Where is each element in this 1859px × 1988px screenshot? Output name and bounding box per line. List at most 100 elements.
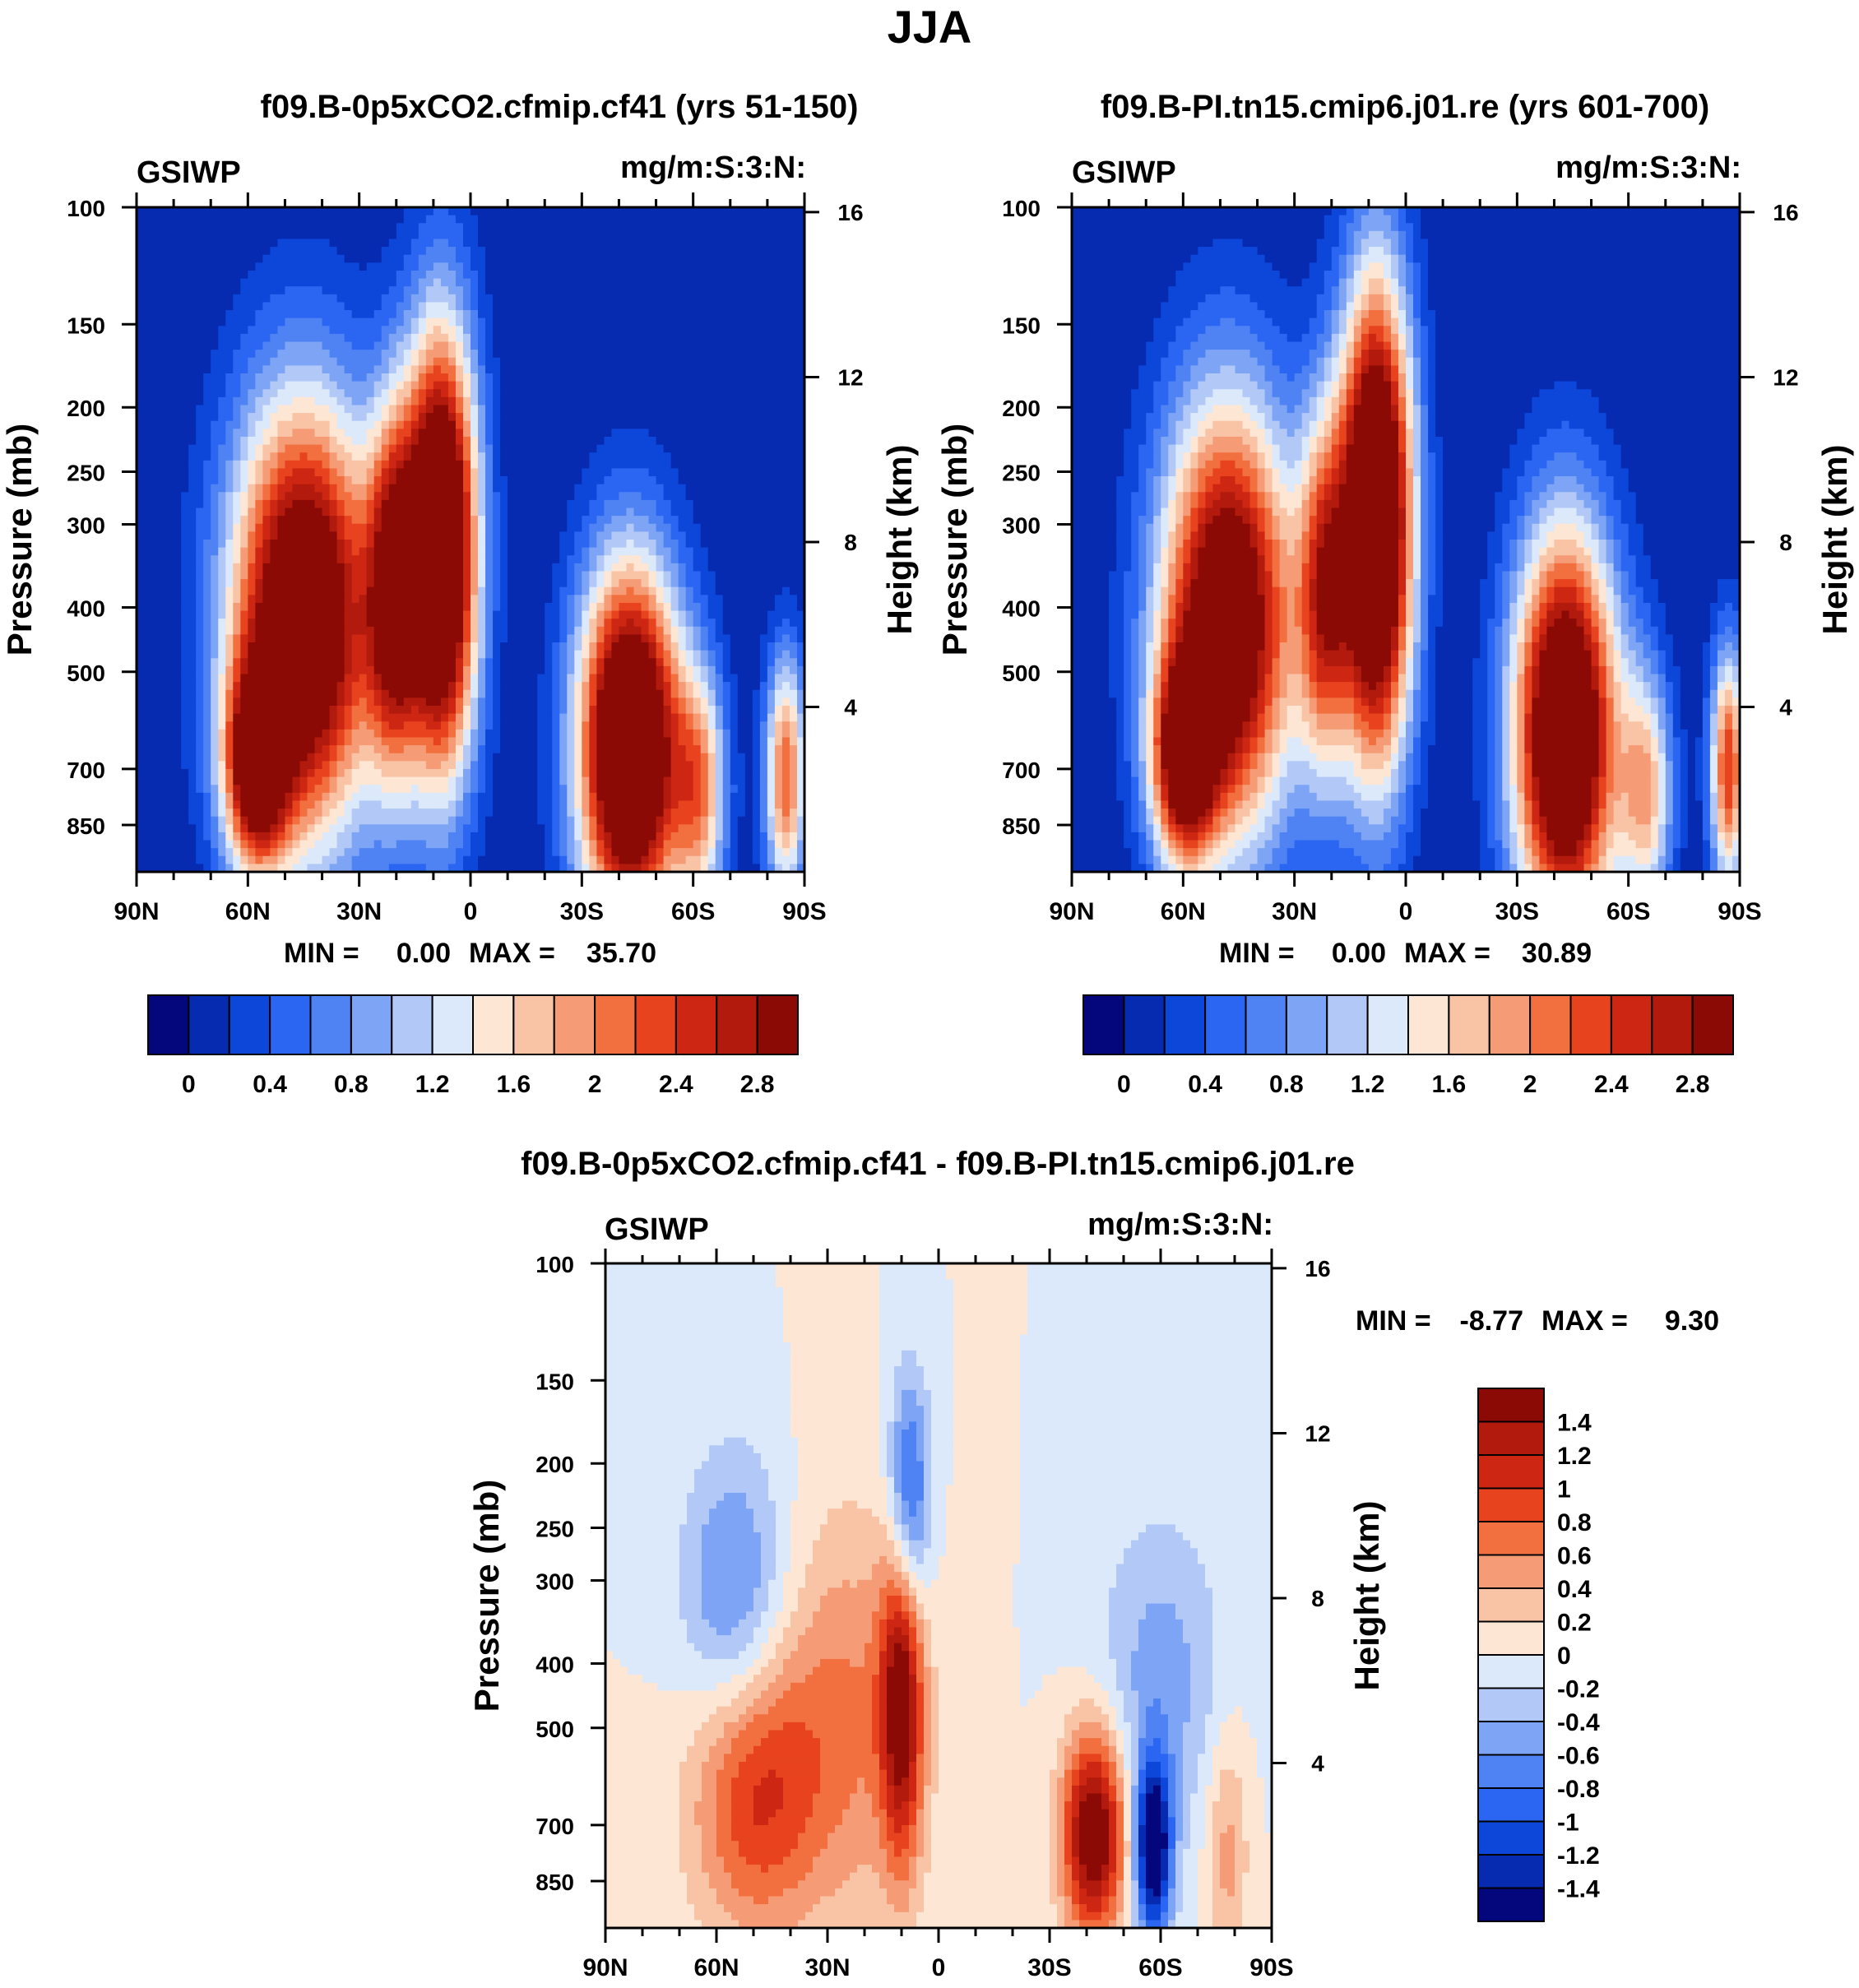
field-cell (211, 429, 219, 438)
field-cell (322, 634, 331, 643)
field-cell (314, 619, 323, 628)
field-cell (410, 452, 420, 461)
field-cell (307, 492, 316, 501)
field-cell (508, 223, 516, 232)
field-cell (752, 484, 761, 493)
field-cell (418, 230, 427, 240)
field-cell (663, 326, 672, 335)
field-cell (522, 350, 531, 359)
field-cell (781, 365, 790, 374)
field-cell (248, 595, 256, 604)
field-cell (471, 247, 479, 256)
field-cell (403, 413, 412, 422)
field-cell (515, 555, 523, 564)
field-cell (522, 341, 531, 350)
field-cell (567, 595, 575, 604)
field-cell (351, 429, 360, 438)
field-cell (314, 381, 323, 390)
field-cell (203, 270, 211, 280)
field-cell (366, 586, 375, 595)
field-cell (329, 333, 338, 343)
field-cell (433, 444, 442, 453)
field-cell (774, 294, 783, 304)
field-cell (440, 531, 449, 540)
field-cell (440, 586, 449, 595)
field-cell (440, 547, 449, 556)
field-cell (240, 230, 248, 240)
field-cell (648, 540, 657, 549)
field-cell (663, 429, 672, 438)
field-cell (774, 333, 783, 343)
field-cell (663, 405, 672, 414)
field-cell (574, 239, 582, 248)
field-cell (396, 516, 405, 525)
field-cell (455, 341, 464, 350)
field-cell (552, 239, 560, 248)
field-cell (648, 571, 657, 580)
field-cell (693, 396, 702, 406)
field-cell (767, 254, 776, 263)
field-cell (211, 420, 219, 429)
field-cell (203, 595, 211, 604)
field-cell (351, 278, 360, 287)
field-cell (730, 207, 739, 216)
field-cell (656, 286, 665, 295)
field-cell (137, 602, 145, 612)
field-cell (537, 468, 545, 477)
field-cell (715, 333, 724, 343)
field-cell (181, 396, 189, 406)
field-cell (285, 468, 294, 477)
field-cell (403, 579, 412, 588)
field-cell (225, 286, 234, 295)
field-cell (774, 626, 783, 636)
field-cell (270, 586, 279, 595)
field-cell (203, 460, 211, 470)
field-cell (641, 350, 650, 359)
field-cell (596, 429, 605, 438)
field-cell (211, 523, 219, 532)
field-cell (596, 516, 605, 525)
field-cell (373, 230, 382, 240)
field-cell (685, 571, 694, 580)
field-cell (781, 610, 790, 619)
field-cell (381, 484, 390, 493)
field-cell (440, 262, 449, 271)
field-cell (485, 420, 494, 429)
field-cell (137, 540, 145, 549)
field-cell (641, 436, 650, 446)
field-cell (500, 389, 508, 398)
field-cell (678, 317, 687, 327)
field-cell (381, 547, 390, 556)
field-cell (159, 610, 167, 619)
field-cell (537, 547, 545, 556)
field-cell (582, 326, 590, 335)
field-cell (292, 452, 301, 461)
field-cell (455, 563, 464, 572)
field-cell (373, 619, 382, 628)
field-cell (530, 270, 538, 280)
field-cell (196, 626, 204, 636)
field-cell (196, 413, 204, 422)
field-cell (789, 381, 798, 390)
field-cell (211, 436, 219, 446)
field-cell (752, 230, 761, 240)
field-cell (359, 413, 368, 422)
field-cell (433, 230, 442, 240)
field-cell (789, 317, 798, 327)
field-cell (670, 341, 679, 350)
field-cell (137, 389, 145, 398)
field-cell (596, 239, 605, 248)
field-cell (693, 413, 702, 422)
field-cell (737, 444, 746, 453)
field-cell (211, 468, 219, 477)
field-cell (545, 586, 553, 595)
field-cell (767, 317, 776, 327)
field-cell (641, 262, 650, 271)
field-cell (693, 555, 702, 564)
field-cell (240, 586, 248, 595)
field-cell (781, 444, 790, 453)
field-cell (262, 523, 271, 532)
field-cell (596, 540, 605, 549)
field-cell (166, 602, 174, 612)
field-cell (508, 626, 516, 636)
